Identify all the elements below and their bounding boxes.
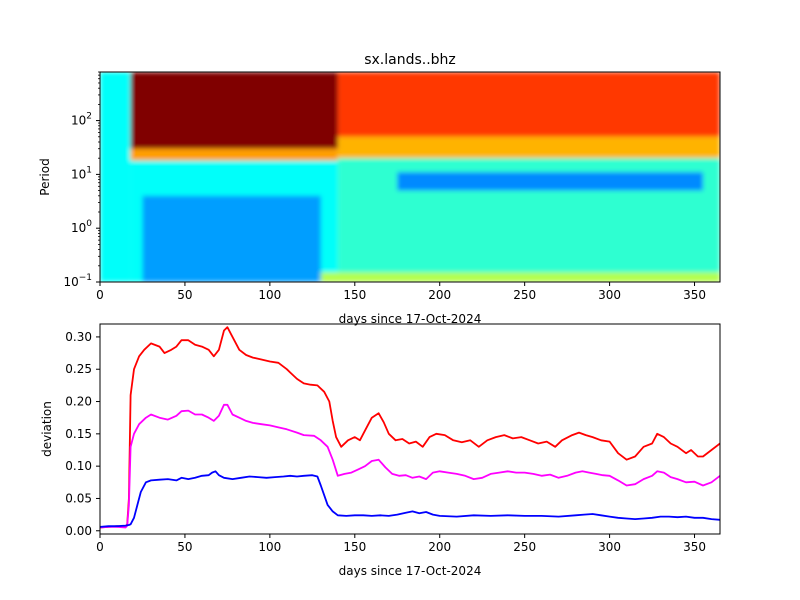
heatmap-x-tick-label: 350 [683,288,706,302]
line-x-ticks: 0 50 100 150 200 250 300 350 [96,534,706,554]
heatmap-y-tick-label: 102 [71,112,92,128]
line-x-tick-label: 300 [598,540,621,554]
line-y-label: deviation [40,401,54,457]
line-x-tick-label: 350 [683,540,706,554]
line-y-tick-label: 0.30 [65,330,92,344]
line-y-tick-label: 0.25 [65,362,92,376]
line-series-group [100,326,720,529]
heatmap-y-tick-label: 101 [71,165,92,181]
heatmap-x-tick-label: 0 [96,288,104,302]
heatmap-y-tick-label: 10−1 [63,273,92,289]
series-line-2 [100,470,720,528]
heatmap-x-tick-label: 300 [598,288,621,302]
heatmap-cell [100,72,131,282]
line-x-tick-label: 150 [343,540,366,554]
heatmap-x-tick-label: 100 [258,288,281,302]
series-line-0 [100,326,720,529]
heatmap-x-tick-label: 50 [177,288,192,302]
heatmap-blur-layer [100,72,720,282]
heatmap-x-ticks: 0 50 100 150 200 250 300 350 [96,282,706,302]
heatmap-cell [130,72,338,149]
line-y-tick-label: 0.10 [65,459,92,473]
heatmap-cells [100,72,720,282]
line-y-tick-label: 0.00 [65,524,92,538]
line-x-tick-label: 0 [96,540,104,554]
heatmap-cell [142,195,321,282]
line-x-label: days since 17-Oct-2024 [339,564,482,578]
line-x-tick-label: 100 [258,540,281,554]
heatmap-cell [337,136,720,159]
line-y-ticks: 0.00 0.05 0.10 0.15 0.20 0.25 0.30 [65,330,100,538]
heatmap-x-tick-label: 150 [343,288,366,302]
line-x-tick-label: 50 [177,540,192,554]
heatmap-panel: sx.lands..bhz 0 50 100 150 200 250 300 350 10−1… [38,52,721,326]
line-x-tick-label: 200 [428,540,451,554]
heatmap-cell [397,172,704,191]
line-panel: 0 50 100 150 200 250 300 350 0.000.050.100.150.… [40,323,721,578]
line-y-tick-label: 0.20 [65,395,92,409]
heatmap-x-label: days since 17-Oct-2024 [339,312,482,326]
line-y-tick-label: 0.15 [65,427,92,441]
heatmap-x-tick-label: 250 [513,288,536,302]
line-x-tick-label: 250 [513,540,536,554]
heatmap-cell [130,148,338,161]
line-frame [99,323,721,535]
heatmap-cell [320,272,720,282]
series-line-1 [100,403,720,529]
heatmap-x-tick-label: 200 [428,288,451,302]
heatmap-title: sx.lands..bhz [364,52,456,68]
heatmap-y-tick-label: 100 [71,219,92,235]
heatmap-y-label: Period [38,158,52,195]
line-y-tick-label: 0.05 [65,491,92,505]
heatmap-cell [337,72,720,137]
heatmap-y-ticks: 10−1 100 101 102 [63,71,100,289]
